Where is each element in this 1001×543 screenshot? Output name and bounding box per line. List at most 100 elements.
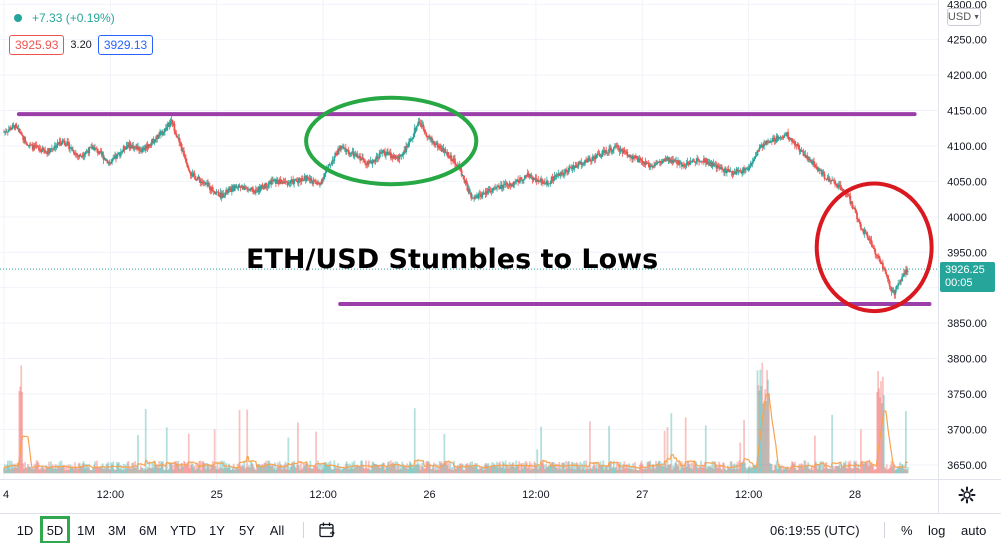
volume-bar [440,461,443,474]
range-1y-button[interactable]: 1Y [209,522,225,538]
volume-bar [177,460,180,474]
candle-body [118,152,121,156]
range-5d-button[interactable]: 5D [40,516,70,543]
volume-bar [72,466,74,474]
volume-bar [230,469,233,474]
candle-body [327,164,330,167]
gear-icon[interactable] [958,486,976,504]
candle-body [129,142,132,149]
volume-bar [613,468,616,474]
volume-bar [585,460,588,474]
volume-bar [763,400,766,474]
volume-bar [768,392,770,474]
volume-bar [525,462,528,474]
candle-body [610,147,612,152]
candle-body [10,128,13,130]
candle-body [385,153,387,156]
calendar-icon[interactable] [318,521,336,539]
log-scale-toggle[interactable]: log [928,522,946,538]
range-ytd-button[interactable]: YTD [170,522,196,538]
candle-body [423,129,426,131]
candle-body [692,160,695,162]
volume-bar [181,463,183,474]
candle-body [218,195,221,197]
volume-bar [140,465,142,474]
candle-body [304,176,307,181]
volume-bar [443,433,446,474]
volume-bar [344,463,347,474]
candle-body [609,147,611,149]
candle-body [348,153,351,155]
candle-body [630,157,632,158]
range-6m-button[interactable]: 6M [138,522,158,538]
candle-body [3,131,5,133]
volume-bar [143,468,146,474]
volume-bar [471,461,474,474]
candle-body [4,131,6,133]
volume-bar [551,462,554,474]
candle-body [396,156,399,158]
volume-bar [252,466,255,474]
green-circle[interactable] [304,95,479,187]
candle-body [785,134,788,136]
candle-body [157,135,160,140]
time-axis[interactable]: 4 12:00 25 12:00 26 12:00 27 12:00 28 [3,489,861,501]
volume-bar [519,470,521,474]
volume-bar [40,467,43,474]
candle-body [477,195,479,199]
candle-body [82,155,85,157]
volume-bar [532,469,535,474]
candle-body [290,180,293,183]
candle-body [730,171,733,173]
volume-bar [475,466,477,474]
candle-body [739,170,742,172]
volume-bar [488,467,491,474]
volume-bar [111,464,114,474]
candle-body [243,186,246,190]
candle-body [188,170,191,173]
candle-body [319,183,321,185]
candle-body [895,286,898,290]
range-5y-button[interactable]: 5Y [239,522,255,538]
volume-bar [728,468,731,474]
candle-body [294,179,296,181]
candle-body [98,150,101,154]
percent-scale-toggle[interactable]: % [901,522,913,538]
price-chart[interactable]: 4300.004250.004200.004150.004100.004050.… [0,0,1001,513]
candle-body [698,159,700,162]
utc-clock[interactable]: 06:19:55 (UTC) [770,522,860,538]
volume-bar [834,466,836,474]
volume-bar [849,460,852,474]
red-circle[interactable] [814,181,934,314]
candle-body [318,182,320,185]
y-tick-label: 3650.00 [947,460,987,472]
candle-body [885,273,888,277]
volume-bar [721,469,723,474]
volume-bar [285,469,288,474]
price-axis[interactable]: 4300.004250.004200.004150.004100.004050.… [947,0,987,472]
volume-bar [778,464,781,474]
range-1m-button[interactable]: 1M [76,522,96,538]
candle-body [702,161,704,163]
range-1d-button[interactable]: 1D [16,522,34,538]
candle-body [509,183,512,186]
volume-bar [299,462,302,474]
candle-body [723,169,725,173]
volume-bar [494,465,497,474]
volume-bar [455,465,458,474]
candle-body [805,155,808,158]
volume-bar [583,460,586,474]
candle-body [24,136,26,143]
sell-price-button[interactable]: 3925.93 [9,35,65,55]
candle-body [750,162,753,164]
volume-bar [896,468,899,474]
range-all-button[interactable]: All [269,522,285,538]
buy-price-button[interactable]: 3929.13 [97,35,154,55]
candle-body [281,181,284,184]
volume-bar [641,464,644,474]
range-3m-button[interactable]: 3M [107,522,127,538]
volume-bar [852,468,855,474]
volume-bar [351,462,354,474]
auto-scale-toggle[interactable]: auto [961,522,987,538]
currency-selector[interactable]: USD ▼ [947,8,981,26]
